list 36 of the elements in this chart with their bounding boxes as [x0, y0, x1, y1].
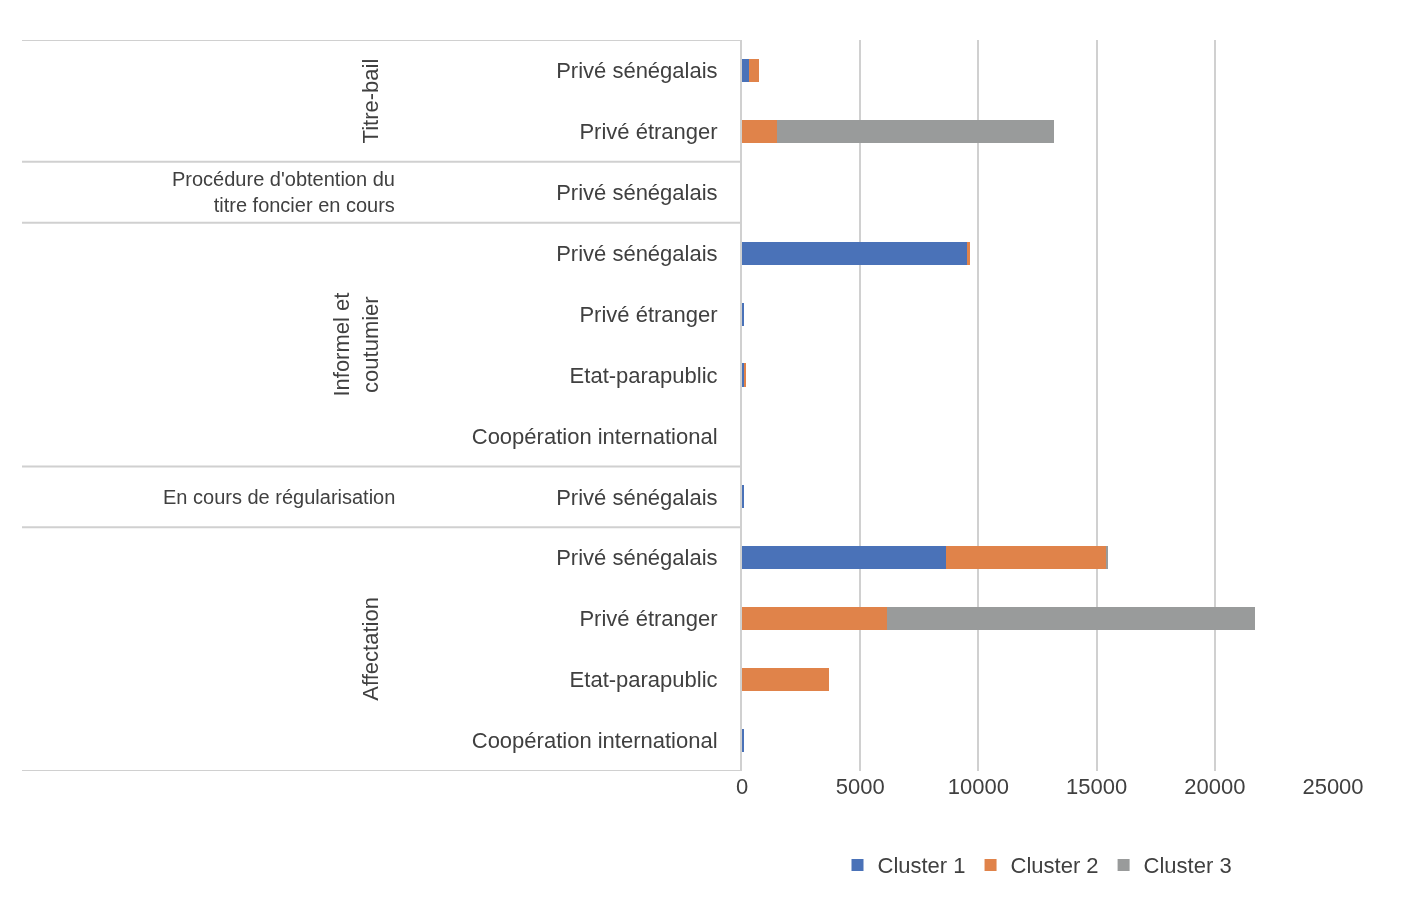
bar	[742, 58, 750, 83]
bar	[777, 119, 1055, 143]
legend-label: Cluster 2	[1010, 853, 1099, 879]
y-tick-label: Privé étranger	[579, 301, 718, 327]
text: Affectation	[358, 597, 384, 701]
text: Procédure d'obtention du titre foncier en cours	[172, 168, 395, 216]
x-tick-label: 10000	[947, 774, 1009, 799]
y-tick-label: Privé sénégalais	[556, 179, 718, 205]
y-tick-label: Privé étranger	[579, 119, 718, 145]
x-tick-label: 5000	[835, 774, 885, 799]
text: Informel et coutumier	[329, 292, 384, 397]
y-tick-label: Privé sénégalais	[556, 545, 718, 571]
y-tick-label: Coopération international	[471, 728, 718, 754]
bar	[946, 546, 1107, 570]
bar	[749, 58, 759, 83]
y-tick-label: Privé sénégalais	[556, 484, 718, 510]
x-tick-label: 15000	[1066, 774, 1128, 799]
text: Titre-bail	[357, 58, 383, 144]
bar	[742, 668, 830, 692]
bar	[742, 546, 947, 570]
bar	[742, 119, 778, 143]
bar	[742, 241, 967, 265]
x-tick-label: 20000	[1184, 774, 1246, 799]
x-tick-label: 0	[735, 774, 749, 799]
y-tick-label: Privé sénégalais	[556, 240, 718, 266]
y-tick-label: Coopération international	[471, 423, 718, 449]
bar	[742, 607, 888, 631]
legend-label: Cluster 1	[877, 853, 966, 879]
bar	[887, 607, 1255, 631]
y-tick-label: Etat-parapublic	[569, 667, 718, 693]
y-tick-label: Privé étranger	[579, 606, 718, 632]
legend-label: Cluster 3	[1143, 853, 1232, 879]
y-tick-label: Etat-parapublic	[569, 362, 718, 388]
y-tick-label: Privé sénégalais	[556, 58, 718, 84]
text: En cours de régularisation	[163, 486, 396, 508]
x-tick-label: 25000	[1302, 774, 1364, 799]
